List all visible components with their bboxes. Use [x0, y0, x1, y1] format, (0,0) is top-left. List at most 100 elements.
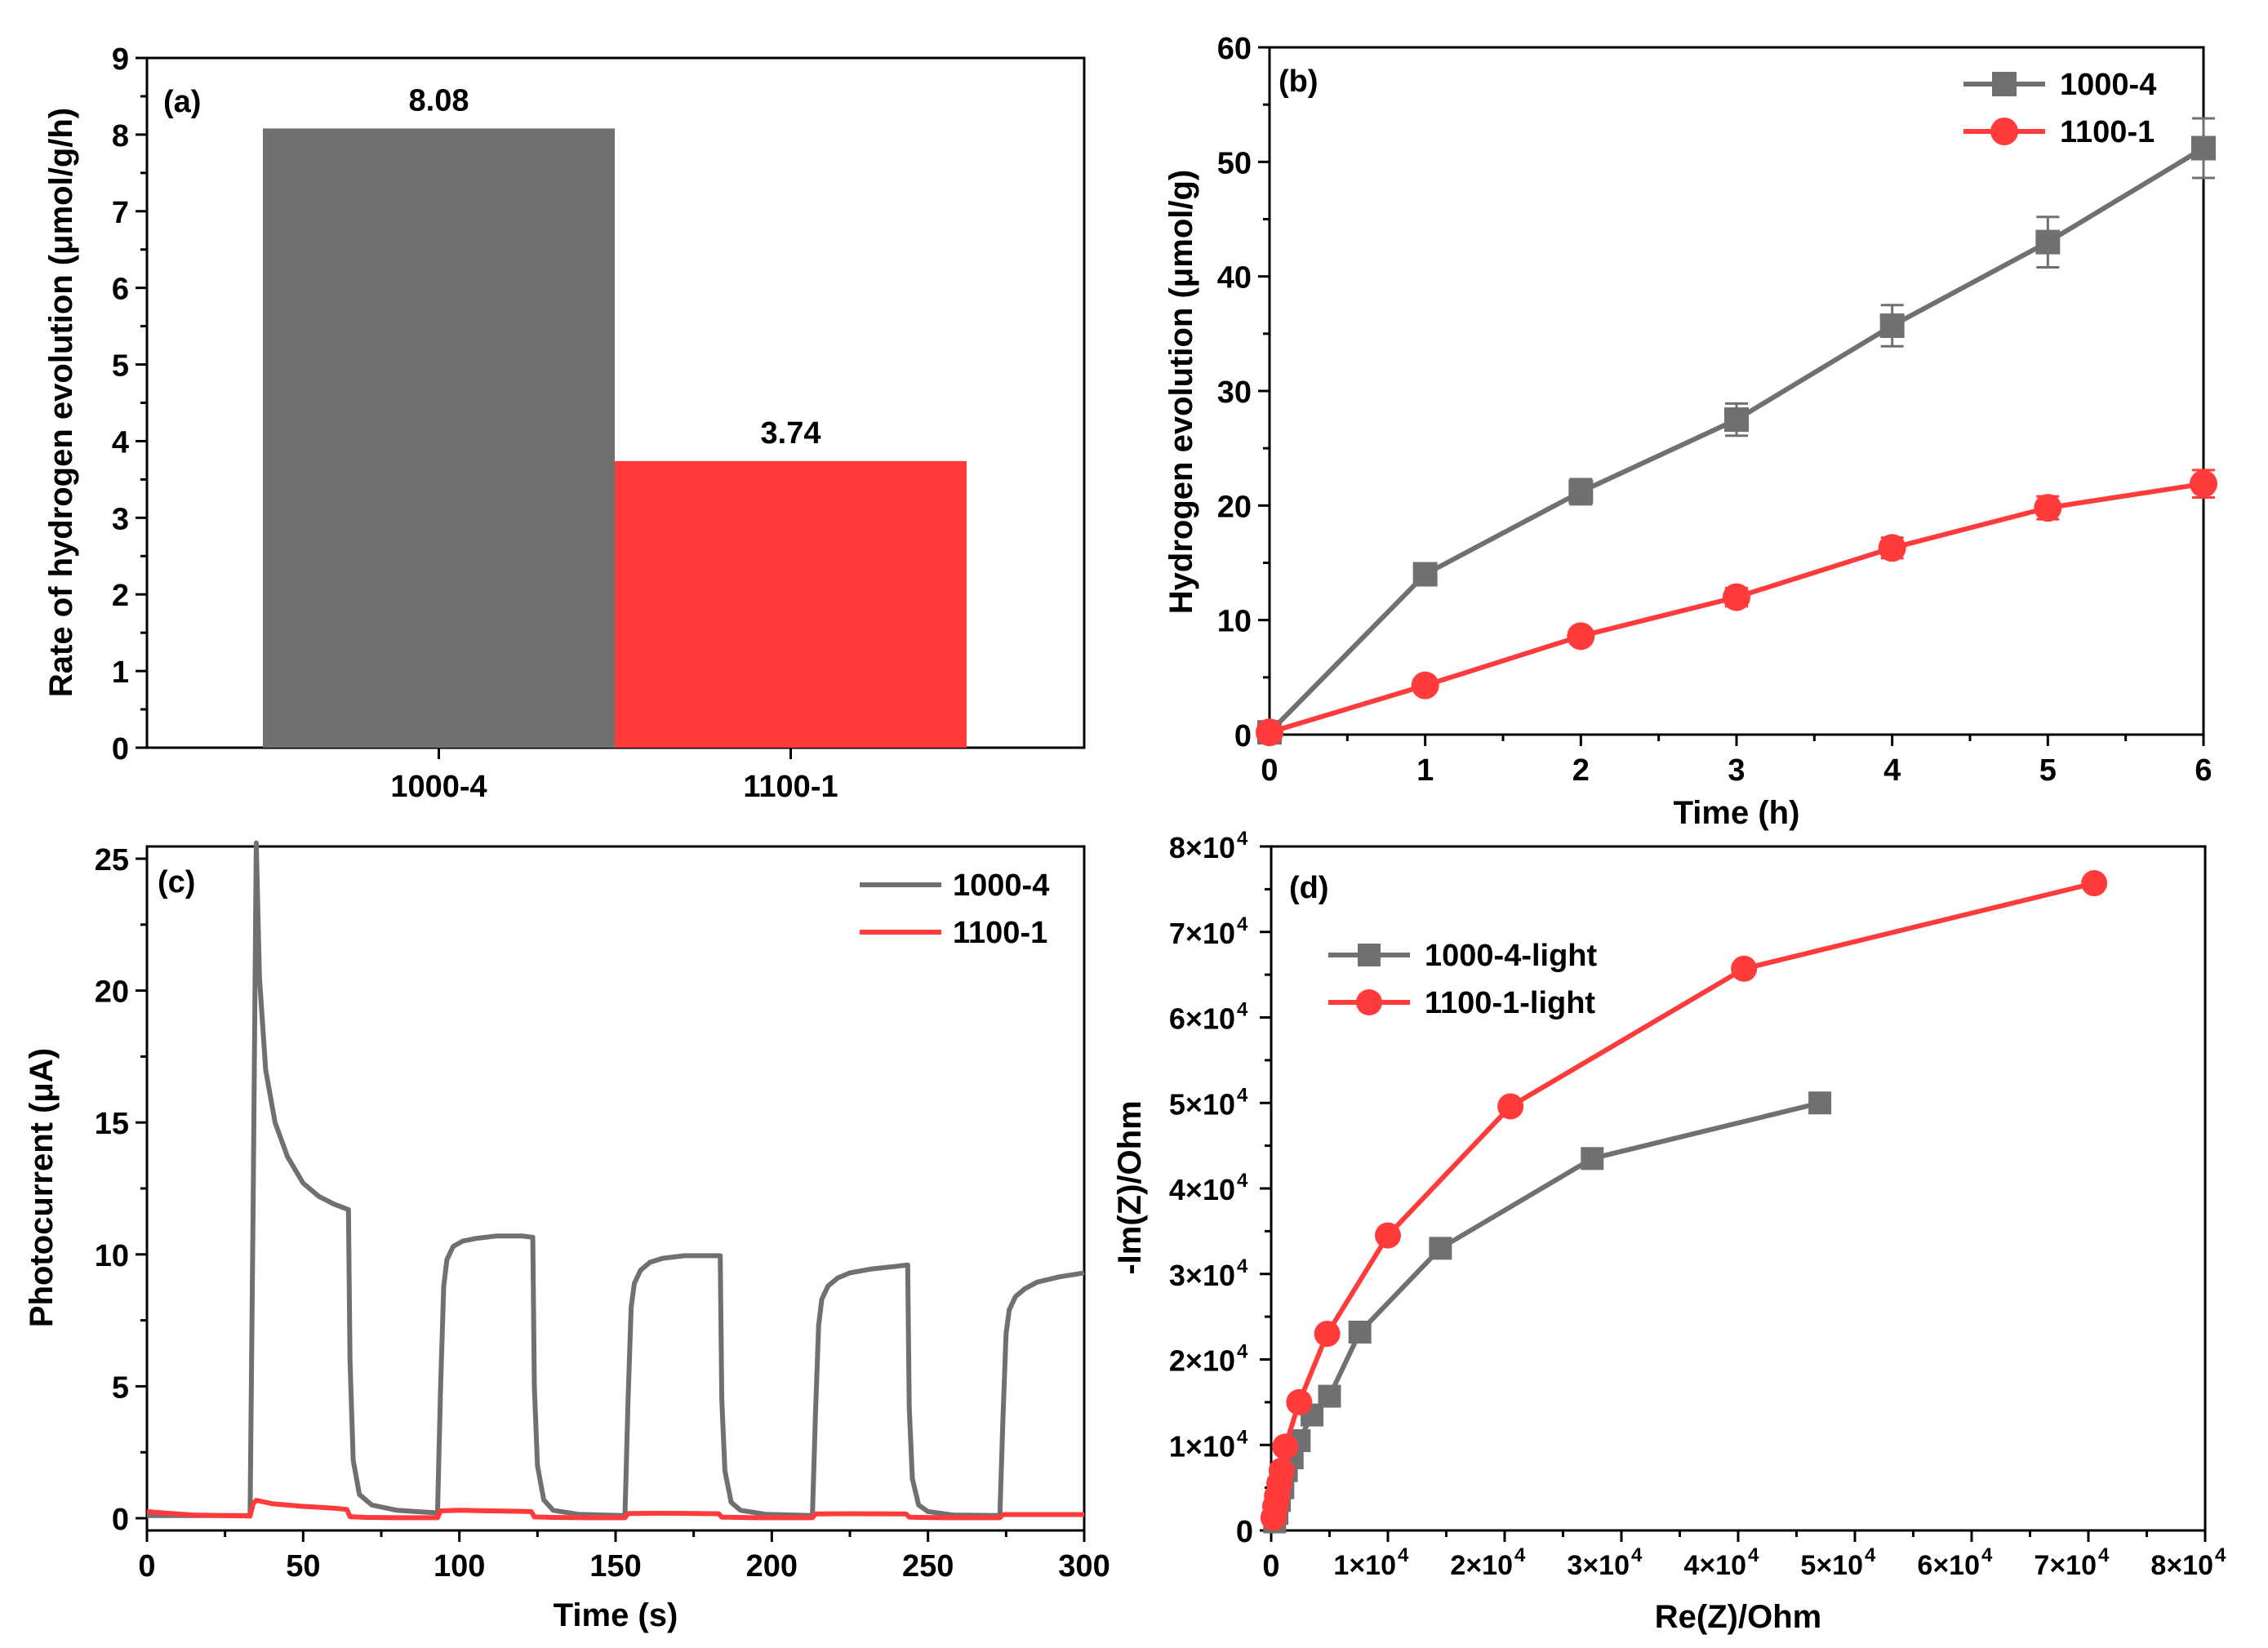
panel-d-frame — [1270, 845, 2207, 1532]
xtick-label: 7×10 — [2034, 1550, 2097, 1581]
data-point-square — [1581, 1147, 1604, 1170]
ytick-exponent: 4 — [1237, 828, 1248, 850]
panel-a: 0 1 2 3 4 5 6 7 8 9 8.08 1000-4 3.74 1100-1 (a) Rate … — [43, 42, 1086, 804]
xtick-label: 200 — [746, 1549, 798, 1584]
xtick-exponent: 4 — [1631, 1544, 1643, 1566]
xtick-label: 150 — [589, 1549, 641, 1584]
xtick-label: 8×10 — [2150, 1550, 2213, 1581]
data-point-square — [1318, 1384, 1341, 1408]
ytick-label: 20 — [95, 975, 129, 1010]
series-line-1100-1 — [146, 1498, 1084, 1521]
xtick-label: 4×10 — [1683, 1550, 1746, 1581]
xtick-label: 1×10 — [1333, 1550, 1396, 1581]
xtick-exponent: 4 — [2215, 1544, 2226, 1566]
panel-a-ylabel: Rate of hydrogen evolution (μmol/g/h) — [43, 108, 79, 697]
panel-b-xlabel: Time (h) — [1674, 795, 1800, 831]
data-point-circle — [1411, 671, 1439, 700]
ytick-label: 20 — [1217, 490, 1252, 524]
xtick-label: 3 — [1728, 753, 1745, 788]
xtick-label: 0 — [138, 1549, 155, 1584]
ytick-label: 1×10 — [1169, 1429, 1235, 1463]
ytick-label: 5 — [112, 1370, 129, 1405]
bar-1100-1 — [615, 460, 967, 748]
data-point-circle — [1497, 1093, 1524, 1120]
data-point-circle — [2081, 870, 2108, 897]
data-point-circle — [1990, 118, 2018, 145]
panel-d: 0 1×10 4 2×10 4 3×10 4 4×10 4 5×10 4 6×10 4 7×10 4 8×10… — [1112, 828, 2226, 1635]
ytick-label: 30 — [1217, 375, 1252, 410]
series-line-1100-1-light — [1270, 881, 2095, 1518]
ytick-label: 50 — [1217, 146, 1252, 180]
xtick-label: 3×10 — [1567, 1550, 1630, 1581]
xtick-exponent: 4 — [1514, 1544, 1526, 1566]
panel-b-frame — [1268, 46, 2205, 736]
legend-label: 1100-1 — [953, 916, 1047, 950]
ytick-exponent: 4 — [1237, 1341, 1248, 1363]
data-point-square — [1358, 944, 1381, 966]
ytick-label: 4×10 — [1169, 1173, 1235, 1206]
panel-c-xlabel: Time (s) — [554, 1597, 678, 1633]
data-point-circle — [1268, 1457, 1295, 1484]
ytick-label: 0 — [112, 732, 129, 766]
xtick-exponent: 4 — [2098, 1544, 2110, 1566]
data-point-circle — [1878, 534, 1906, 562]
ytick-label: 6 — [112, 273, 129, 307]
xtick-exponent: 4 — [1981, 1544, 1993, 1566]
data-point-circle — [1723, 583, 1750, 611]
xtick-label: 4 — [1883, 753, 1901, 788]
series-line-1000-4-light — [1272, 1100, 1821, 1523]
legend-label: 1000-4 — [2060, 68, 2156, 102]
data-point-circle — [1567, 622, 1595, 651]
data-point-circle — [1272, 1433, 1299, 1460]
xtick-label: 2×10 — [1450, 1550, 1513, 1581]
ytick-label: 7×10 — [1169, 917, 1235, 950]
legend-label: 1100-1-light — [1425, 986, 1595, 1020]
legend-label: 1000-4-light — [1425, 939, 1598, 973]
panel-d-label: (d) — [1289, 871, 1329, 905]
ytick-exponent: 4 — [1237, 1170, 1248, 1192]
panel-d-xlabel: Re(Z)/Ohm — [1655, 1599, 1821, 1635]
data-point-circle — [1375, 1222, 1401, 1249]
ytick-label: 8 — [112, 119, 129, 153]
ytick-exponent: 4 — [1237, 999, 1248, 1021]
ytick-exponent: 4 — [1237, 1426, 1248, 1448]
ytick-label: 40 — [1217, 261, 1252, 295]
data-point-circle — [1314, 1321, 1341, 1348]
xtick-exponent: 4 — [1748, 1544, 1759, 1566]
data-point-square — [1429, 1237, 1452, 1260]
xtick-label: 6×10 — [1917, 1550, 1980, 1581]
xtick-label: 300 — [1058, 1549, 1110, 1584]
xtick-label: 100 — [434, 1549, 485, 1584]
data-point-circle — [1356, 989, 1382, 1015]
data-point-square — [2191, 135, 2216, 161]
xtick-label: 5 — [2039, 753, 2057, 788]
ytick-label: 0 — [1234, 719, 1252, 753]
data-point-square — [1724, 407, 1749, 433]
ytick-label: 15 — [95, 1107, 129, 1141]
data-point-circle — [1731, 955, 1758, 982]
bar-1000-4 — [263, 128, 615, 748]
xtick-label: 0 — [1261, 753, 1278, 788]
panel-c: 0 50 100 150 200 250 300 0 5 10 15 20 25 1000-4 1100-1… — [24, 840, 1110, 1633]
data-point-square — [2035, 229, 2061, 255]
data-point-square — [1992, 72, 2017, 96]
series-line-1000-4 — [147, 840, 1085, 1518]
ytick-label: 3 — [112, 502, 129, 536]
xtick-exponent: 4 — [1865, 1544, 1876, 1566]
panel-a-label: (a) — [163, 85, 201, 119]
xtick-label: 50 — [286, 1549, 320, 1584]
bar-data-label: 8.08 — [409, 83, 469, 118]
ytick-label: 8×10 — [1169, 831, 1235, 864]
ytick-label: 3×10 — [1169, 1259, 1235, 1292]
xtick-label: 1000-4 — [390, 770, 487, 804]
data-point-square — [1412, 562, 1438, 587]
ytick-label: 6×10 — [1169, 1002, 1235, 1036]
series-line-1000-4 — [1267, 145, 2205, 735]
xtick-exponent: 4 — [1398, 1544, 1409, 1566]
ytick-label: 7 — [112, 196, 129, 230]
panel-c-frame — [145, 845, 1086, 1532]
ytick-label: 2×10 — [1169, 1344, 1235, 1378]
legend-label: 1100-1 — [2060, 115, 2155, 149]
